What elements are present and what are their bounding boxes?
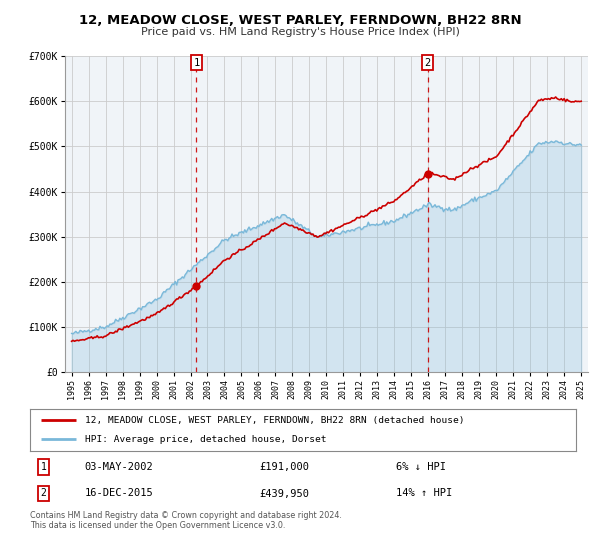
- Text: 1: 1: [41, 462, 47, 472]
- Text: 2: 2: [425, 58, 431, 68]
- Text: Price paid vs. HM Land Registry's House Price Index (HPI): Price paid vs. HM Land Registry's House …: [140, 27, 460, 37]
- Text: £439,950: £439,950: [259, 488, 310, 498]
- Text: £191,000: £191,000: [259, 462, 310, 472]
- Text: HPI: Average price, detached house, Dorset: HPI: Average price, detached house, Dors…: [85, 435, 326, 444]
- Text: 03-MAY-2002: 03-MAY-2002: [85, 462, 154, 472]
- Text: 6% ↓ HPI: 6% ↓ HPI: [396, 462, 446, 472]
- Text: 12, MEADOW CLOSE, WEST PARLEY, FERNDOWN, BH22 8RN: 12, MEADOW CLOSE, WEST PARLEY, FERNDOWN,…: [79, 14, 521, 27]
- Text: 2: 2: [41, 488, 47, 498]
- Text: 1: 1: [193, 58, 200, 68]
- Text: 14% ↑ HPI: 14% ↑ HPI: [396, 488, 452, 498]
- Text: 16-DEC-2015: 16-DEC-2015: [85, 488, 154, 498]
- Text: Contains HM Land Registry data © Crown copyright and database right 2024.
This d: Contains HM Land Registry data © Crown c…: [30, 511, 342, 530]
- Text: 12, MEADOW CLOSE, WEST PARLEY, FERNDOWN, BH22 8RN (detached house): 12, MEADOW CLOSE, WEST PARLEY, FERNDOWN,…: [85, 416, 464, 424]
